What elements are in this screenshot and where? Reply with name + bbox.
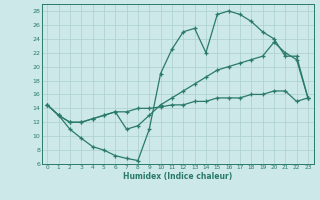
X-axis label: Humidex (Indice chaleur): Humidex (Indice chaleur) bbox=[123, 172, 232, 181]
